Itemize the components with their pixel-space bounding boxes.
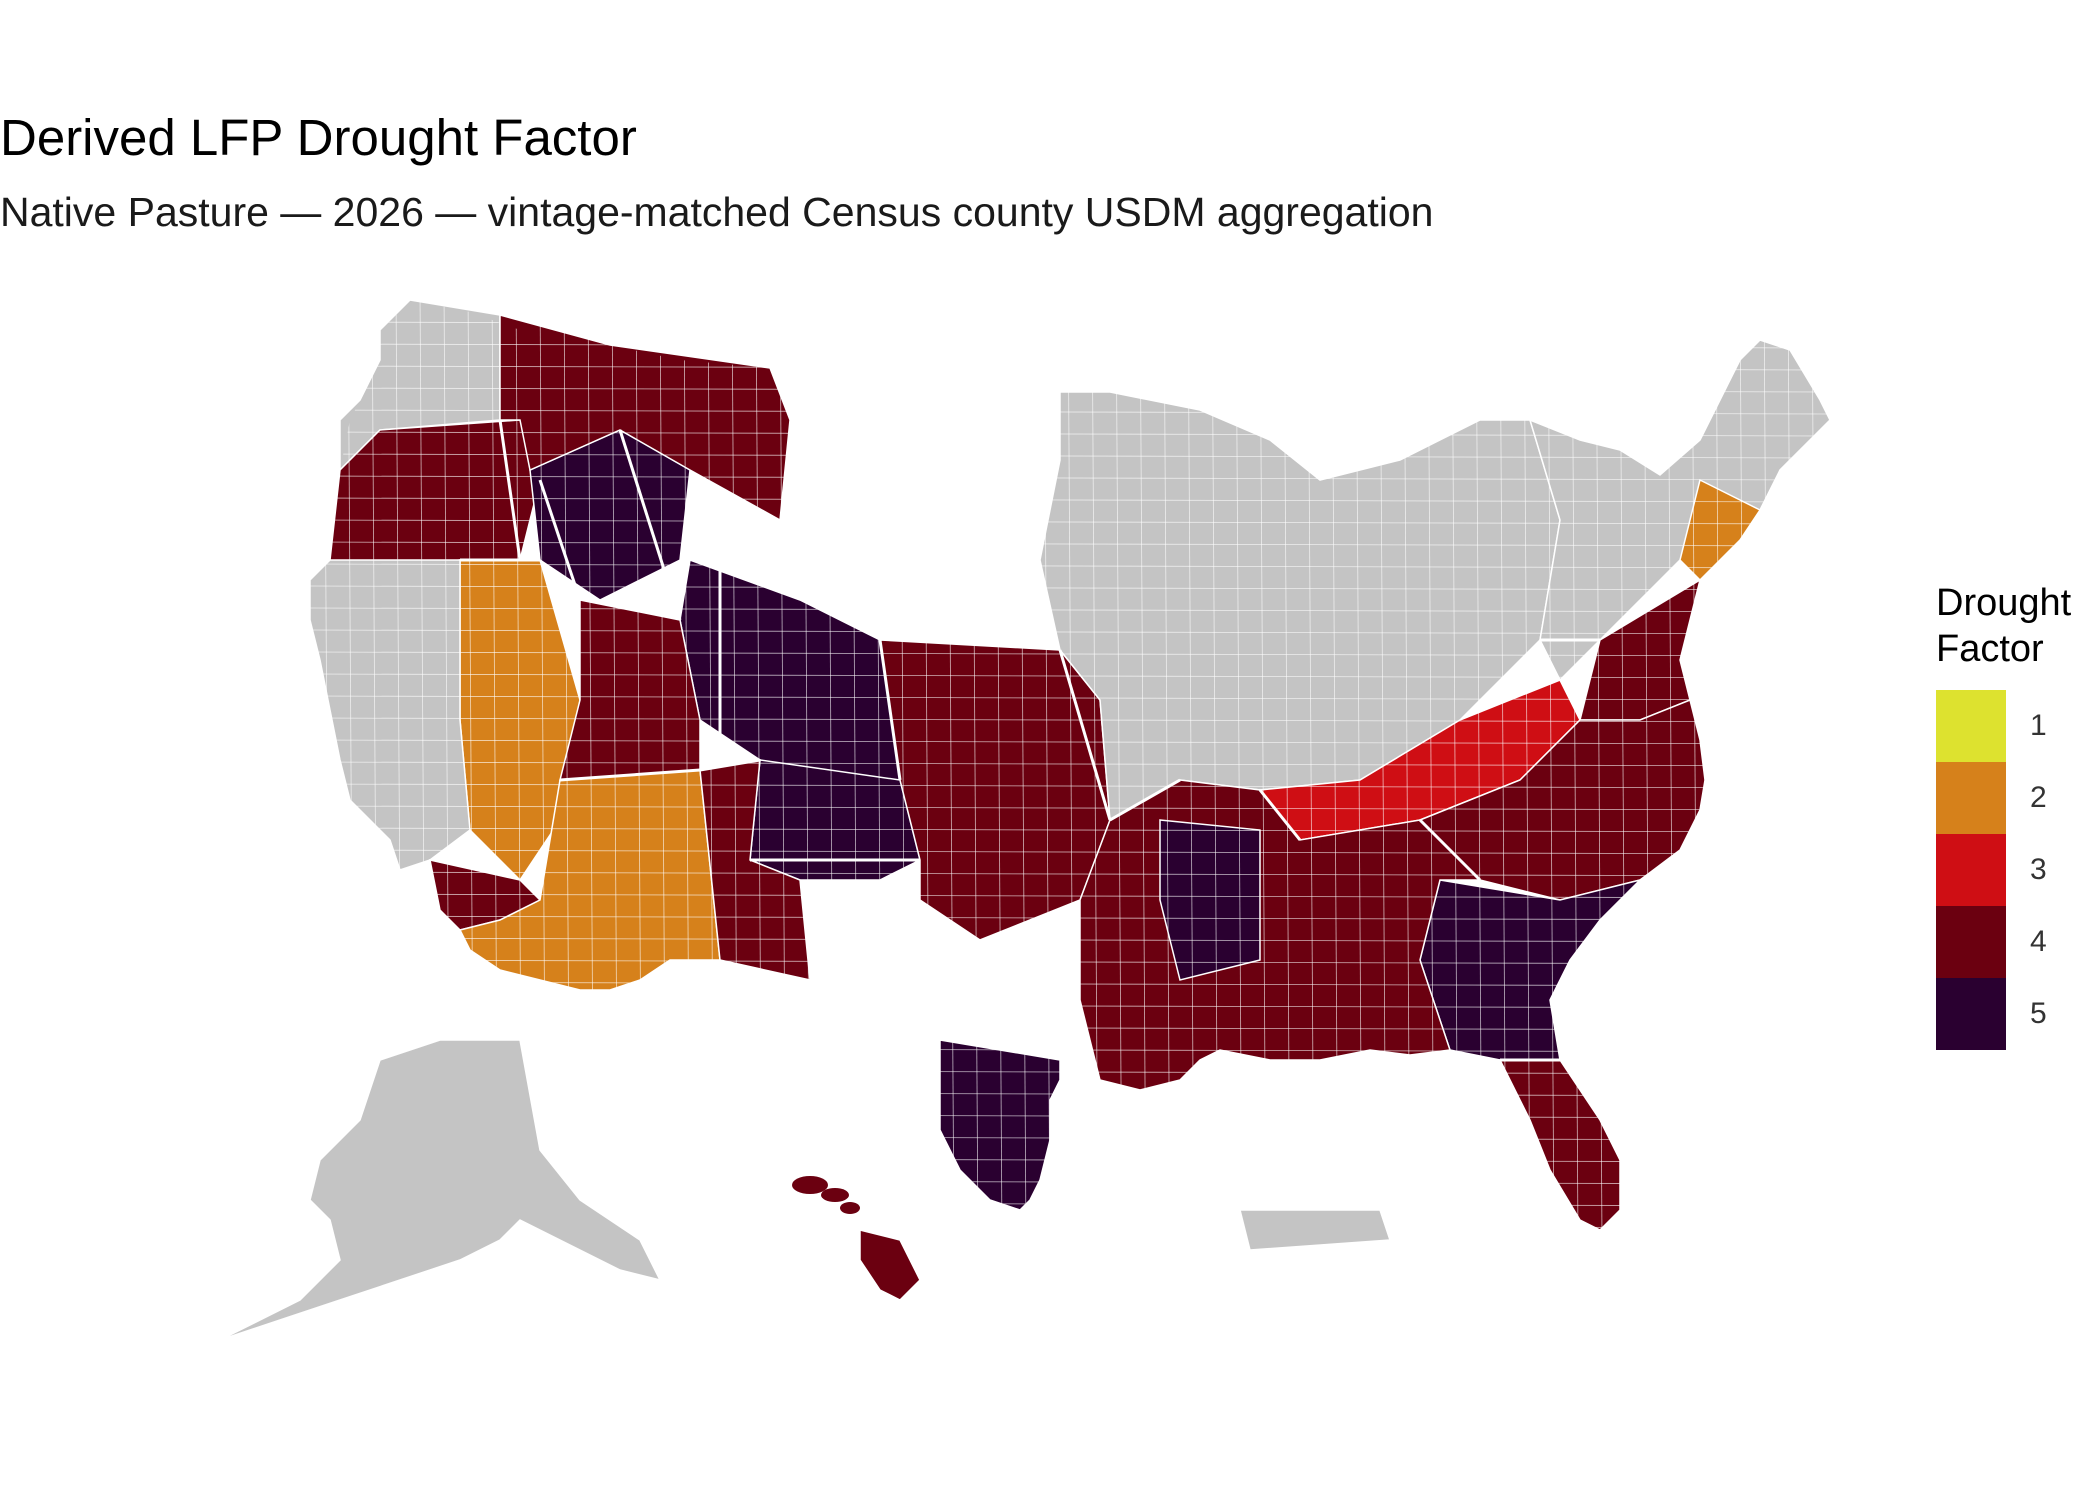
state-border-11 <box>1418 818 1482 882</box>
legend-swatch-5 <box>1936 978 2006 1050</box>
hawaii-island-2 <box>821 1188 849 1202</box>
legend-swatch-2 <box>1936 762 2006 834</box>
map-regions-layer <box>219 299 1831 1341</box>
legend-item-4: 4 <box>1936 906 2100 978</box>
hawaii-island-1 <box>792 1176 828 1194</box>
region-arizona <box>458 769 721 991</box>
legend-swatch-3 <box>1936 834 2006 906</box>
region-south-texas <box>939 1039 1061 1211</box>
region-kansas-oklahoma <box>879 639 1111 941</box>
state-border-5 <box>878 639 902 781</box>
legend-item-3: 3 <box>1936 834 2100 906</box>
region-arkansas <box>1159 819 1261 981</box>
region-hawaii <box>859 1229 921 1301</box>
state-border-6 <box>699 758 761 772</box>
region-georgia <box>1419 878 1643 1061</box>
legend-item-1: 1 <box>1936 690 2100 762</box>
map-subtitle: Native Pasture — 2026 — vintage-matched … <box>0 189 1434 235</box>
region-alaska <box>219 1039 662 1341</box>
legend-label-3: 3 <box>2030 853 2047 886</box>
state-border-9 <box>1109 778 1181 822</box>
region-montana <box>499 314 791 522</box>
legend-label-1: 1 <box>2030 709 2047 742</box>
legend-swatch-4 <box>1936 906 2006 978</box>
state-border-14 <box>559 768 701 782</box>
region-new-england-coast <box>1679 478 1762 582</box>
state-border-2 <box>538 479 582 601</box>
legend-item-2: 2 <box>1936 762 2100 834</box>
legend-item-5: 5 <box>1936 978 2100 1050</box>
legend-swatch-1 <box>1936 690 2006 762</box>
state-border-8 <box>1058 649 1112 821</box>
region-florida <box>1498 1059 1621 1231</box>
legend-title: Drought Factor <box>1936 582 2072 670</box>
state-border-1 <box>498 419 522 561</box>
legend-label-5: 5 <box>2030 997 2047 1030</box>
state-borders-layer <box>460 419 1600 1062</box>
state-border-3 <box>618 429 682 621</box>
state-border-10 <box>1258 789 1302 841</box>
region-utah <box>559 599 701 781</box>
region-puerto-rico <box>1239 1209 1392 1251</box>
legend-label-2: 2 <box>2030 781 2047 814</box>
region-gulf-coast <box>1079 779 1482 1091</box>
legend-label-4: 4 <box>2030 925 2047 958</box>
map-title: Derived LFP Drought Factor <box>0 109 637 166</box>
hawaii-island-3 <box>840 1202 860 1214</box>
region-northeast <box>1528 339 1831 682</box>
legend: Drought Factor 1 2 3 4 5 <box>1936 580 2100 1050</box>
